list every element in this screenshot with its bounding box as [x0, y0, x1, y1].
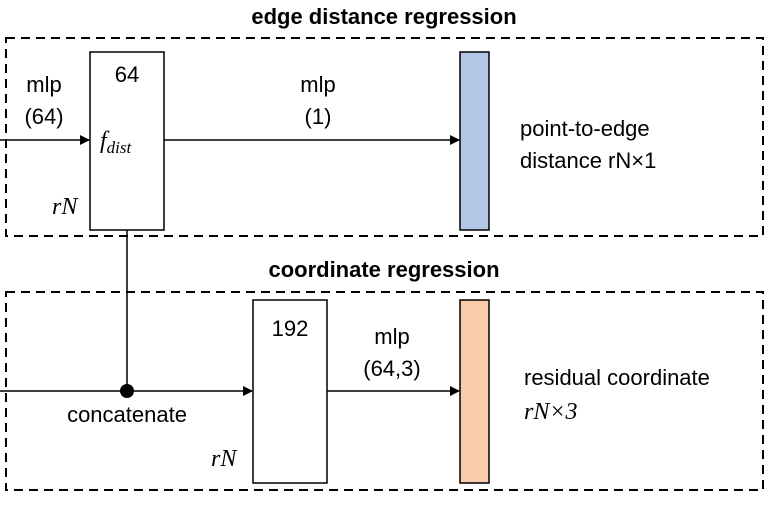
- input-mlp-dims: (64): [24, 104, 63, 129]
- concat-label: concatenate: [67, 402, 187, 427]
- coordinate-output-label-2: rN×3: [524, 399, 578, 425]
- edge-distance-output-label-2: distance rN×1: [520, 148, 656, 173]
- concat-block: [252, 299, 328, 484]
- edge-distance-title: edge distance regression: [251, 4, 516, 29]
- coordinate-output-bar: [459, 299, 490, 484]
- output-mlp-dims: (1): [305, 104, 332, 129]
- edge-distance-section: [5, 37, 764, 237]
- f-dist-symbol-f: f: [100, 128, 110, 154]
- coordinate-output-label-1: residual coordinate: [524, 365, 710, 390]
- coordinate-title: coordinate regression: [268, 257, 499, 282]
- concat-block-channels: 192: [272, 316, 309, 341]
- concat-node: [120, 384, 134, 398]
- edge-distance-output-label-1: point-to-edge: [520, 116, 650, 141]
- coord-mlp-label: mlp: [374, 324, 409, 349]
- coordinate-section: [5, 291, 764, 491]
- input-mlp-label: mlp: [26, 72, 61, 97]
- f-dist-symbol-sub: dist: [107, 138, 133, 157]
- output-mlp-label: mlp: [300, 72, 335, 97]
- coord-mlp-dims: (64,3): [363, 356, 420, 381]
- f-dist-channels: 64: [115, 62, 139, 87]
- concat-block-rows: rN: [211, 446, 238, 472]
- f-dist-rows: rN: [52, 194, 79, 220]
- f-dist-block: [89, 51, 165, 231]
- f-dist-symbol: fdist: [100, 128, 133, 157]
- edge-distance-output-bar: [459, 51, 490, 231]
